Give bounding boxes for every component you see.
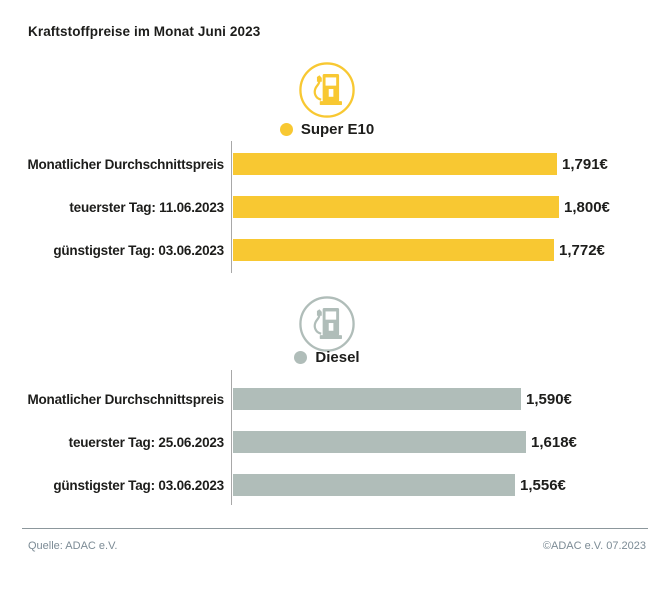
bar-diesel-avg bbox=[233, 388, 521, 410]
legend-label-super-e10: Super E10 bbox=[300, 121, 375, 138]
bar-diesel-min bbox=[233, 474, 515, 496]
legend-super-e10: Super E10 bbox=[227, 121, 427, 138]
chart-title: Kraftstoffpreise im Monat Juni 2023 bbox=[28, 24, 261, 39]
axis-line-diesel bbox=[231, 370, 232, 505]
category-label: teuerster Tag: 11.06.2023 bbox=[69, 199, 224, 215]
category-label: günstigster Tag: 03.06.2023 bbox=[53, 242, 224, 258]
value-label: 1,590€ bbox=[526, 390, 572, 408]
value-label: 1,791€ bbox=[562, 155, 608, 173]
axis-line-super-e10 bbox=[231, 141, 232, 273]
legend-dot-super-e10 bbox=[279, 123, 293, 136]
bar-super-max bbox=[233, 196, 559, 218]
bar-super-min bbox=[233, 239, 554, 261]
category-label: teuerster Tag: 25.06.2023 bbox=[68, 434, 225, 450]
value-label: 1,618€ bbox=[531, 433, 577, 451]
bar-super-avg bbox=[233, 153, 557, 175]
category-label: Monatlicher Durchschnittspreis bbox=[27, 391, 224, 407]
source-text: Quelle: ADAC e.V. bbox=[28, 540, 118, 552]
copyright-text: ©ADAC e.V. 07.2023 bbox=[542, 540, 646, 552]
bar-row: teuerster Tag: 11.06.2023 1,800€ bbox=[0, 196, 668, 218]
bar-diesel-max bbox=[233, 431, 526, 453]
bar-row: teuerster Tag: 25.06.2023 1,618€ bbox=[0, 431, 668, 453]
bar-row: Monatlicher Durchschnittspreis 1,791€ bbox=[0, 153, 668, 175]
fuel-pump-icon bbox=[298, 295, 356, 353]
category-label: Monatlicher Durchschnittspreis bbox=[27, 156, 224, 172]
legend-label-diesel: Diesel bbox=[315, 349, 360, 366]
fuel-pump-icon bbox=[298, 61, 356, 119]
bar-row: günstigster Tag: 03.06.2023 1,556€ bbox=[0, 474, 668, 496]
value-label: 1,772€ bbox=[559, 241, 605, 259]
bar-row: Monatlicher Durchschnittspreis 1,590€ bbox=[0, 388, 668, 410]
legend-diesel: Diesel bbox=[227, 349, 427, 366]
value-label: 1,556€ bbox=[520, 476, 566, 494]
legend-dot-diesel bbox=[294, 351, 308, 364]
bar-row: günstigster Tag: 03.06.2023 1,772€ bbox=[0, 239, 668, 261]
footer-divider bbox=[22, 528, 648, 529]
category-label: günstigster Tag: 03.06.2023 bbox=[53, 477, 224, 493]
value-label: 1,800€ bbox=[564, 198, 610, 216]
